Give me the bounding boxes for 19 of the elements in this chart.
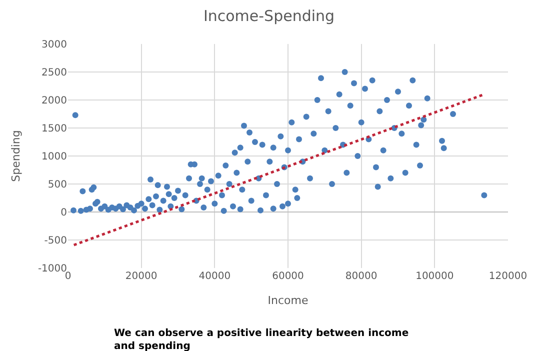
y-tick-label: 2500 <box>42 68 67 78</box>
x-tick-label: 40000 <box>198 271 231 282</box>
y-axis-title: Spending <box>10 130 23 182</box>
x-axis-title: Income <box>268 294 308 308</box>
x-tick-label: 100000 <box>416 271 454 282</box>
y-tick-label: 1500 <box>42 124 67 134</box>
y-tick-label: 1000 <box>42 152 67 162</box>
y-tick-label: 3000 <box>42 40 67 50</box>
y-tick-label: 2000 <box>42 96 67 106</box>
x-tick-label: 120000 <box>488 271 528 282</box>
y-tick-label: -500 <box>44 236 67 246</box>
y-tick-label: 0 <box>60 208 67 218</box>
x-tick-label: 80000 <box>345 271 378 282</box>
text: We can observe a positive linearity between income and spending <box>114 328 409 351</box>
x-tick-label: 60000 <box>272 271 304 282</box>
y-tick-label: 500 <box>48 180 67 190</box>
y-tick-label: -1000 <box>38 264 67 274</box>
chart-title: Income-Spending <box>203 7 335 26</box>
x-tick-label: 20000 <box>125 271 158 282</box>
